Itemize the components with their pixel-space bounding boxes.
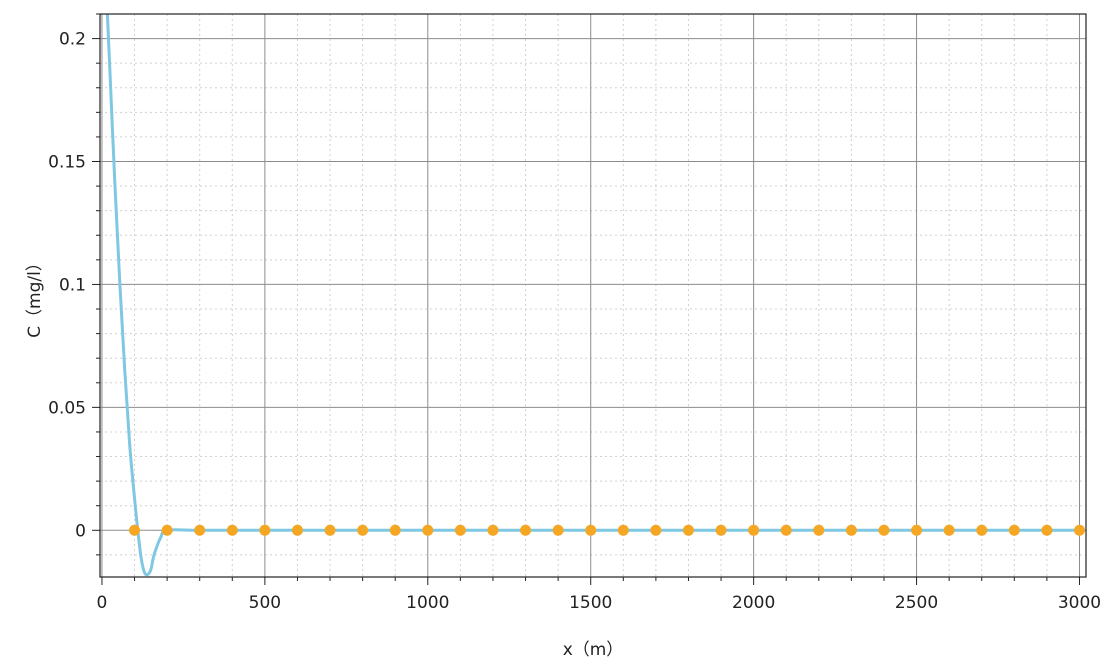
data-point	[943, 524, 955, 536]
y-tick-label: 0.15	[48, 153, 86, 173]
x-tick-label: 0	[97, 593, 108, 613]
data-point	[780, 524, 792, 536]
data-point	[291, 524, 303, 536]
data-point	[259, 524, 271, 536]
series-line	[105, 14, 1080, 577]
x-tick-label: 2000	[732, 593, 775, 613]
axis-ticks	[92, 13, 1080, 585]
data-point	[715, 524, 727, 536]
data-point	[357, 524, 369, 536]
series-2	[129, 524, 1085, 536]
x-tick-label: 3000	[1058, 593, 1101, 613]
data-point	[194, 524, 206, 536]
x-tick-label: 500	[249, 593, 281, 613]
x-tick-label: 1500	[569, 593, 612, 613]
data-point	[520, 524, 532, 536]
x-tick-label: 1000	[406, 593, 449, 613]
data-point	[748, 524, 760, 536]
data-point	[487, 524, 499, 536]
series-1	[105, 14, 1080, 577]
series-layer	[105, 14, 1085, 577]
data-point	[129, 524, 141, 536]
data-point	[585, 524, 597, 536]
data-point	[422, 524, 434, 536]
x-axis-label: x（m）	[563, 640, 624, 660]
y-tick-label: 0.1	[59, 275, 86, 295]
data-point	[617, 524, 629, 536]
data-point	[911, 524, 923, 536]
data-point	[813, 524, 825, 536]
y-tick-label: 0	[75, 521, 86, 541]
data-point	[161, 524, 173, 536]
data-point	[976, 524, 988, 536]
data-point	[878, 524, 890, 536]
data-point	[1041, 524, 1053, 536]
y-tick-label: 0.2	[59, 30, 86, 50]
data-point	[324, 524, 336, 536]
data-point	[650, 524, 662, 536]
data-point	[454, 524, 466, 536]
data-point	[1073, 524, 1085, 536]
data-point	[389, 524, 401, 536]
data-point	[845, 524, 857, 536]
data-point	[1008, 524, 1020, 536]
data-point	[682, 524, 694, 536]
data-point	[226, 524, 238, 536]
data-point	[552, 524, 564, 536]
x-tick-labels: 0 500 1000 1500 2000 2500 3000	[97, 593, 1102, 613]
plot-background	[100, 14, 1086, 577]
y-tick-labels: 0 0.05 0.1 0.15 0.2	[48, 30, 86, 542]
x-tick-label: 2500	[895, 593, 938, 613]
y-tick-label: 0.05	[48, 398, 86, 418]
y-axis-label: C（mg/l）	[25, 254, 45, 338]
plot-frame	[99, 13, 1087, 578]
